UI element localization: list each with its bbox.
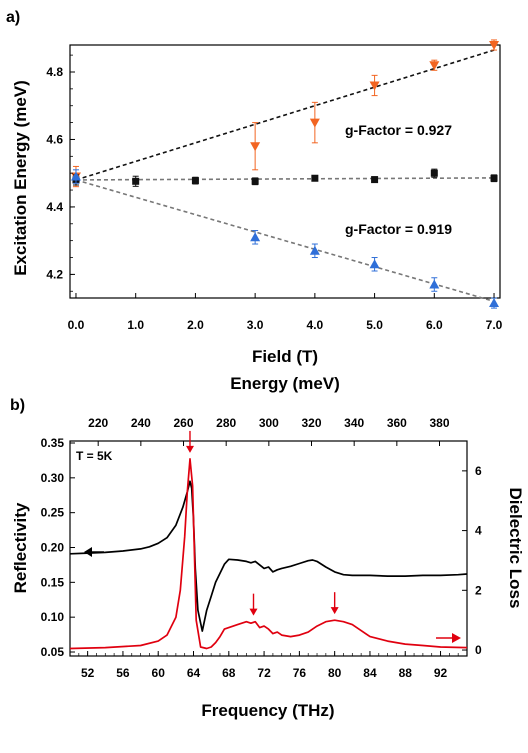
top-tick-label: 280	[216, 416, 236, 430]
top-tick-label: 340	[344, 416, 364, 430]
right-tick-label: 0	[475, 643, 482, 657]
top-tick-label: 240	[131, 416, 151, 430]
data-point	[191, 177, 199, 185]
top-tick-label: 220	[88, 416, 108, 430]
fit-line	[75, 179, 495, 303]
panel-a-y-axis-label: Excitation Energy (meV)	[11, 80, 30, 276]
left-tick-label: 0.05	[41, 645, 65, 659]
right-tick-label: 2	[475, 583, 482, 597]
x-tick-label: 88	[399, 666, 413, 680]
x-tick-label: 64	[187, 666, 201, 680]
left-tick-label: 0.35	[41, 436, 65, 450]
panel-b-x-ticks: 52 56 60 64 68 72 76 80 84 88 92	[78, 651, 468, 680]
data-point	[429, 61, 440, 71]
g-factor-annotation-lower: g-Factor = 0.919	[345, 221, 452, 237]
data-point	[490, 174, 498, 182]
top-tick-label: 320	[301, 416, 321, 430]
data-point	[250, 232, 261, 242]
panel-b-label: b)	[10, 397, 25, 414]
x-tick-label: 84	[363, 666, 377, 680]
data-point	[70, 171, 81, 181]
panel-b: b) Energy (meV) 52 56 60 64 68 72 76 80 84 88 92 2…	[10, 374, 525, 720]
data-point	[369, 81, 380, 91]
panel-b-frame	[69, 440, 468, 657]
data-point	[309, 245, 320, 255]
y-tick-label: 4.6	[46, 132, 63, 146]
left-tick-label: 0.25	[41, 506, 65, 520]
x-tick-label: 80	[328, 666, 342, 680]
data-point	[371, 176, 379, 184]
data-point	[309, 118, 320, 128]
x-tick-label: 56	[116, 666, 130, 680]
x-tick-label: 7.0	[486, 318, 503, 332]
panel-a: a) 0.0 1.0 2.0 3.0 4.0 5.0 6.0 7.0 4.2 4.4 4.6 4.8…	[6, 9, 503, 366]
y-tick-label: 4.4	[46, 200, 63, 214]
x-tick-label: 3.0	[247, 318, 264, 332]
peak-arrow-head	[249, 608, 258, 616]
dielectric-loss-line	[69, 458, 468, 650]
x-tick-label: 1.0	[127, 318, 144, 332]
panel-b-left-ticks: 0.05 0.10 0.15 0.20 0.25 0.30 0.35	[41, 436, 75, 659]
x-tick-label: 4.0	[307, 318, 324, 332]
x-tick-label: 6.0	[426, 318, 443, 332]
data-point	[489, 41, 500, 50]
panel-b-x-axis-label: Frequency (THz)	[201, 701, 334, 720]
x-tick-label: 68	[222, 666, 236, 680]
x-tick-label: 72	[257, 666, 271, 680]
reflectivity-axis-arrow	[84, 547, 104, 557]
g-factor-annotation-upper: g-Factor = 0.927	[345, 122, 452, 138]
data-point	[250, 142, 261, 152]
panel-a-x-ticks: 0.0 1.0 2.0 3.0 4.0 5.0 6.0 7.0	[68, 293, 503, 332]
top-tick-label: 300	[259, 416, 279, 430]
data-point	[132, 177, 140, 185]
panel-a-fit-lines	[75, 49, 495, 303]
y-tick-label: 4.8	[46, 65, 63, 79]
panel-b-right-ticks: 0 2 4 6	[462, 464, 482, 657]
top-tick-label: 260	[174, 416, 194, 430]
left-tick-label: 0.30	[41, 471, 65, 485]
panel-a-y-ticks: 4.2 4.4 4.6 4.8	[46, 54, 75, 292]
x-tick-label: 0.0	[68, 318, 85, 332]
panel-b-series	[69, 458, 468, 650]
reflectivity-line	[69, 480, 468, 632]
data-point	[489, 298, 500, 308]
panel-b-peak-markers	[185, 430, 339, 616]
x-tick-label: 60	[152, 666, 166, 680]
data-point	[429, 279, 440, 289]
right-tick-label: 6	[475, 464, 482, 478]
peak-arrow-head	[185, 445, 194, 453]
panel-b-left-axis-label: Reflectivity	[11, 502, 30, 593]
y-tick-label: 4.2	[46, 267, 63, 281]
panel-a-series	[70, 39, 500, 309]
data-point	[311, 174, 319, 182]
dielectric-axis-arrow	[436, 633, 461, 643]
panel-b-top-ticks: 220 240 260 280 300 320 340 360 380	[88, 416, 450, 446]
peak-arrow-head	[330, 607, 339, 615]
panel-a-frame	[69, 44, 501, 299]
x-tick-label: 2.0	[187, 318, 204, 332]
data-point	[369, 259, 380, 269]
temperature-label: T = 5K	[76, 449, 113, 463]
top-tick-label: 380	[429, 416, 449, 430]
panel-b-right-axis-label: Dielectric Loss	[506, 488, 525, 609]
fit-line	[75, 49, 495, 181]
top-tick-label: 360	[387, 416, 407, 430]
left-tick-label: 0.10	[41, 610, 65, 624]
data-point	[430, 169, 438, 177]
panel-a-label: a)	[6, 9, 20, 26]
x-tick-label: 52	[81, 666, 95, 680]
data-point	[251, 177, 259, 185]
left-tick-label: 0.15	[41, 575, 65, 589]
panel-b-top-axis-label: Energy (meV)	[230, 374, 340, 393]
left-tick-label: 0.20	[41, 541, 65, 555]
x-tick-label: 76	[293, 666, 307, 680]
panel-a-x-axis-label: Field (T)	[252, 347, 318, 366]
x-tick-label: 5.0	[366, 318, 383, 332]
x-tick-label: 92	[434, 666, 448, 680]
right-tick-label: 4	[475, 524, 482, 538]
